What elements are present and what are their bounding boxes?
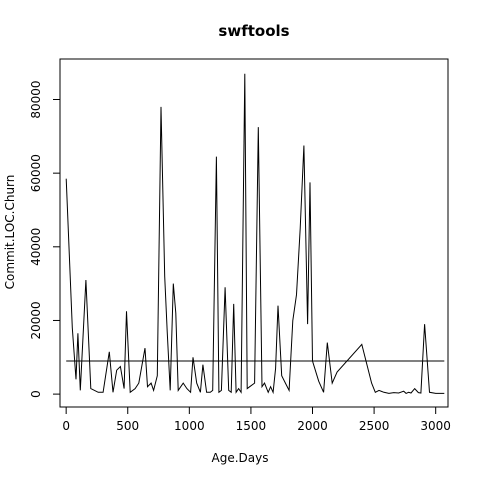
- plot-frame: [59, 58, 449, 408]
- x-tick-label: 0: [62, 419, 70, 433]
- y-tick-label: 40000: [29, 228, 43, 266]
- y-axis-label: Commit.LOC.Churn: [3, 175, 17, 290]
- x-tick-label: 3000: [420, 419, 451, 433]
- y-tick-label: 60000: [29, 154, 43, 192]
- x-tick-label: 1000: [174, 419, 205, 433]
- series-layer: [65, 73, 445, 395]
- y-axis: 0 20000 40000 60000 80000: [29, 80, 61, 398]
- x-tick-label: 2000: [297, 419, 328, 433]
- y-tick-label: 0: [29, 390, 43, 398]
- x-tick-label: 2500: [359, 419, 390, 433]
- x-axis-label: Age.Days: [212, 451, 269, 465]
- x-tick-label: 1500: [236, 419, 267, 433]
- x-tick-label: 500: [116, 419, 139, 433]
- x-axis: 0 500 1000 1500 2000 2500 3000: [62, 406, 451, 433]
- y-tick-label: 20000: [29, 301, 43, 339]
- y-tick-label: 80000: [29, 80, 43, 118]
- series-line-churn: [65, 73, 445, 395]
- chart-title: swftools: [218, 22, 289, 40]
